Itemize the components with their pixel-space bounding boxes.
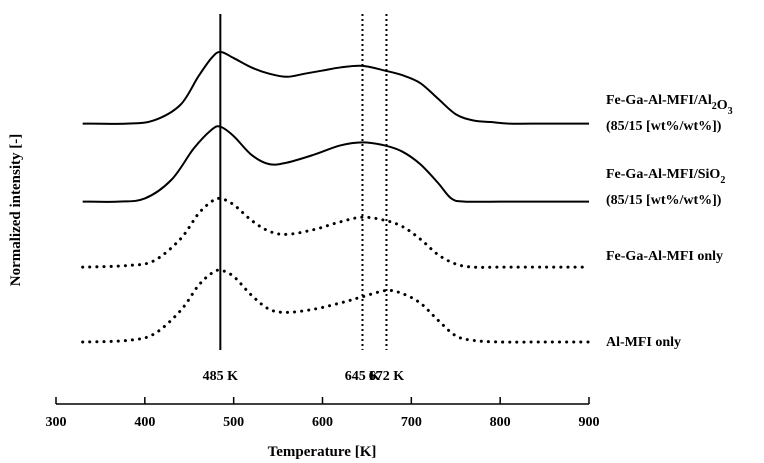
marker-label-485: 485 K — [203, 369, 239, 384]
series-line-2 — [82, 125, 589, 203]
x-tick-label-400: 400 — [134, 415, 155, 430]
series-line-1 — [82, 50, 589, 125]
series-line-4 — [81, 268, 591, 344]
y-axis-title: Normalized intensity [-] — [8, 134, 24, 286]
x-tick-label-800: 800 — [490, 415, 511, 430]
x-axis: 300 400 500 600 700 800 900 — [46, 397, 600, 430]
x-tick-label-300: 300 — [46, 415, 67, 430]
legend-label-2: Fe-Ga-Al-MFI/SiO2 — [606, 167, 725, 186]
legend-label-3: Fe-Ga-Al-MFI only — [606, 249, 723, 264]
legend-label-1: Fe-Ga-Al-MFI/Al2O3 — [606, 93, 733, 117]
marker-label-645: 645 K — [345, 369, 381, 384]
marker-label-672: 672 K — [369, 369, 405, 384]
x-axis-title: Temperature [K] — [268, 444, 377, 460]
x-tick-label-900: 900 — [579, 415, 600, 430]
legend-label-4: Al-MFI only — [606, 335, 681, 350]
x-tick-label-600: 600 — [312, 415, 333, 430]
x-tick-label-700: 700 — [401, 415, 422, 430]
curves-layer — [81, 50, 591, 344]
legend-label-1-line2: (85/15 [wt%/wt%]) — [606, 119, 722, 134]
legend-label-2-line2: (85/15 [wt%/wt%]) — [606, 193, 722, 208]
series-line-3 — [81, 196, 591, 269]
legend: Fe-Ga-Al-MFI/Al2O3 (85/15 [wt%/wt%]) Fe-Ga… — [606, 93, 733, 350]
x-tick-label-500: 500 — [223, 415, 244, 430]
